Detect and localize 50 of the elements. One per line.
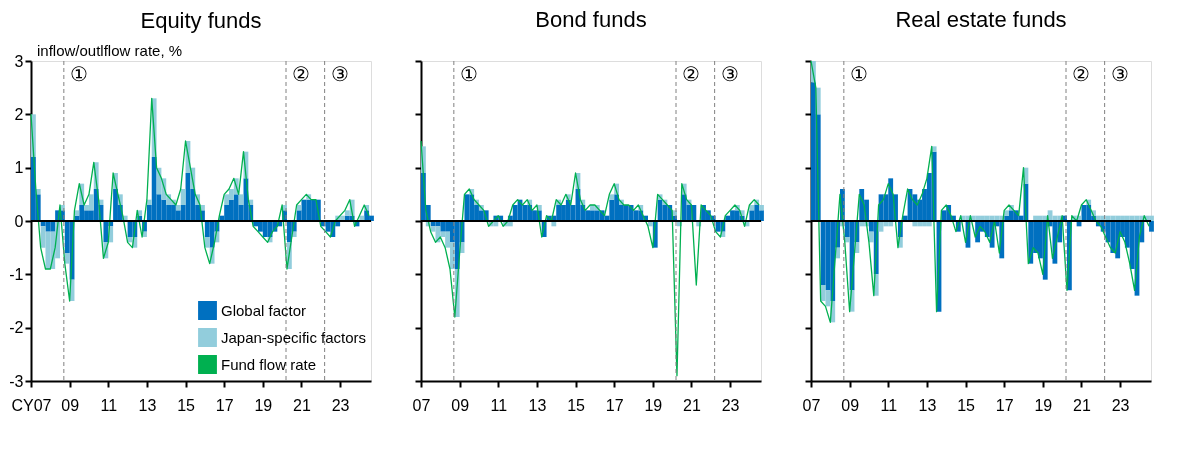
y-tick-label: 3 [14, 52, 24, 70]
x-tick-label: 19 [1034, 396, 1053, 414]
x-tick-label: 21 [293, 396, 311, 414]
x-tick-label: 15 [957, 396, 976, 414]
x-tick-label: 09 [841, 396, 860, 414]
ref-line-label: ③ [720, 63, 739, 85]
x-tick-label: 21 [683, 396, 701, 414]
legend-label: Global factor [221, 301, 307, 319]
legend-label: Japan-specific factors [221, 328, 367, 346]
ref-line-label: ② [682, 63, 700, 85]
x-tick-label: 21 [1073, 396, 1091, 414]
x-tick-label: 11 [490, 396, 508, 414]
y-tick-label: -2 [9, 319, 24, 337]
x-tick-label: 11 [100, 396, 118, 414]
chart-title: Bond funds [535, 7, 647, 32]
x-tick-label: 23 [721, 396, 740, 414]
x-tick-label: 17 [995, 396, 1014, 414]
legend-label: Fund flow rate [221, 355, 317, 373]
x-tick-label: 15 [567, 396, 586, 414]
ref-line-label: ① [69, 63, 88, 85]
ref-line-label: ② [292, 63, 310, 85]
x-tick-label: 17 [215, 396, 234, 414]
x-tick-label: 07 [802, 396, 821, 414]
x-tick-label: 13 [138, 396, 157, 414]
ref-line-label: ① [849, 63, 868, 85]
chart-title: Equity funds [140, 8, 262, 33]
x-tick-label: 19 [254, 396, 273, 414]
x-tick-label: 09 [451, 396, 470, 414]
x-tick-label: 23 [331, 396, 350, 414]
y-axis-title: inflow/outlflow rate, % [37, 42, 183, 59]
x-tick-label: 13 [528, 396, 547, 414]
x-tick-label: CY07 [11, 396, 52, 414]
x-tick-label: 09 [61, 396, 80, 414]
ref-line-label: ① [459, 63, 478, 85]
x-tick-label: 17 [605, 396, 624, 414]
ref-line-label: ③ [1110, 63, 1129, 85]
x-tick-label: 13 [918, 396, 937, 414]
ref-line-label: ② [1072, 63, 1090, 85]
y-tick-label: -3 [9, 372, 24, 390]
y-tick-label: 2 [14, 105, 24, 123]
y-tick-label: 0 [14, 212, 24, 230]
chart-title: Real estate funds [895, 7, 1067, 32]
x-tick-label: 11 [880, 396, 898, 414]
x-tick-label: 07 [412, 396, 431, 414]
x-tick-label: 19 [644, 396, 663, 414]
x-tick-label: 23 [1111, 396, 1130, 414]
x-tick-label: 15 [177, 396, 196, 414]
y-tick-label: -1 [9, 265, 24, 283]
y-tick-label: 1 [14, 159, 24, 177]
ref-line-label: ③ [330, 63, 349, 85]
